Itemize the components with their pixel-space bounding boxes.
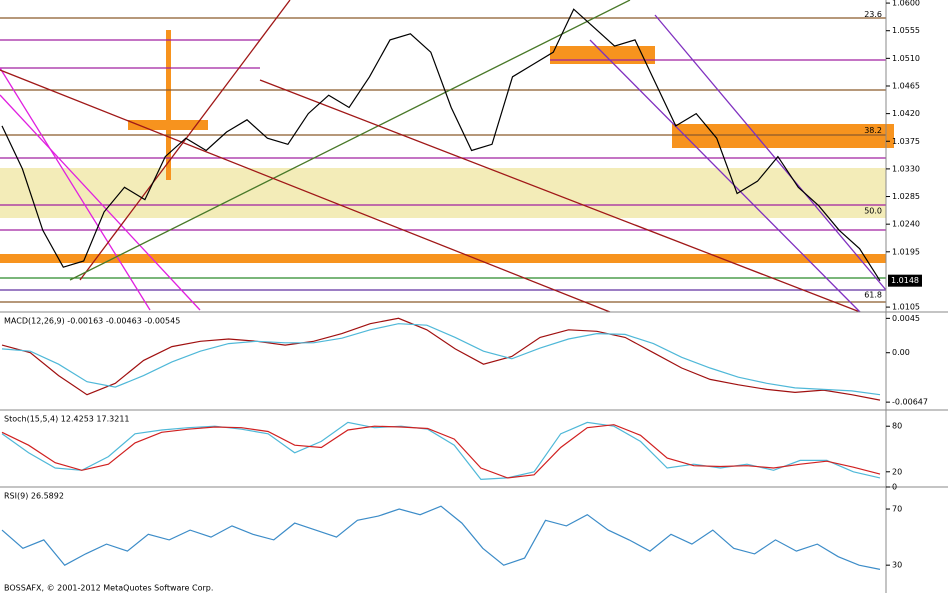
y-tick-label: 1.0240	[892, 220, 920, 229]
y-tick-label: 1.0105	[892, 303, 920, 312]
y-tick-label: 1.0510	[892, 54, 920, 63]
y-tick-label: 0.00	[892, 348, 910, 357]
y-tick-label: 1.0465	[892, 81, 920, 90]
indicator-label: Stoch(15,5,4) 12.4253 17.3211	[4, 415, 130, 424]
series-line	[1, 505, 881, 570]
y-tick-label: 0.0045	[892, 314, 920, 323]
indicator-label: RSI(9) 26.5892	[4, 492, 64, 501]
series-line	[1, 323, 881, 396]
zone	[672, 124, 894, 148]
series-line	[1, 8, 881, 282]
y-tick-label: 1.0375	[892, 137, 920, 146]
y-tick-label: 1.0600	[892, 0, 920, 8]
drawings	[0, 0, 887, 313]
fibo-label: 50.0	[864, 206, 882, 215]
series-line	[1, 317, 881, 401]
zone	[128, 120, 208, 130]
y-tick-label: -0.00647	[892, 398, 928, 407]
y-tick-label: 1.0285	[892, 192, 920, 201]
y-tick-label: 1.0330	[892, 164, 920, 173]
y-tick-label: 1.0420	[892, 109, 920, 118]
price-label: 1.0148	[891, 276, 919, 285]
y-tick-label: 1.0195	[892, 247, 920, 256]
y-tick-label: 20	[892, 467, 902, 476]
zone	[0, 254, 886, 263]
price-box	[888, 274, 922, 287]
zone	[166, 30, 171, 180]
footer: BOSSAFX, © 2001-2012 MetaQuotes Software…	[4, 584, 213, 593]
fibo-label: 38.2	[864, 126, 882, 135]
indicator-label: MACD(12,26,9) -0.00163 -0.00463 -0.00545	[4, 317, 180, 326]
y-tick-label: 80	[892, 422, 902, 431]
y-tick-label: 30	[892, 561, 902, 570]
y-tick-label: 70	[892, 505, 902, 514]
fibo-label: 61.8	[864, 291, 882, 300]
y-tick-label: 1.0555	[892, 26, 920, 35]
series-line	[1, 424, 881, 479]
fibo-label: 23.6	[864, 10, 882, 19]
y-tick-label: 0	[892, 483, 897, 492]
